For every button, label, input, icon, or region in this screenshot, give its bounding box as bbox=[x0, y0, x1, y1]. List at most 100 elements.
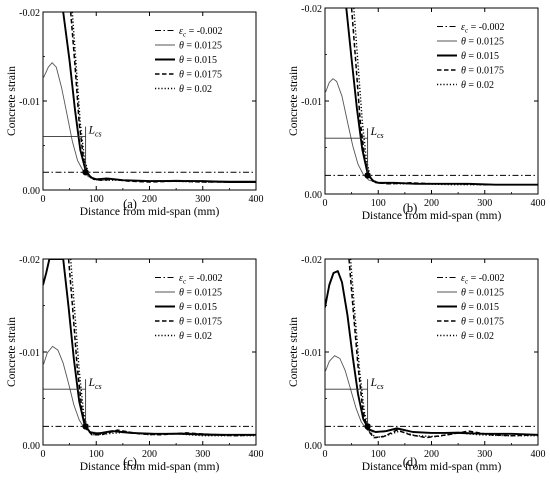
series-line-dotted bbox=[71, 12, 256, 183]
y-axis-label: Concrete strain bbox=[6, 66, 18, 136]
legend-entry: θ = 0.015 bbox=[179, 55, 217, 66]
y-tick-label: -0.01 bbox=[19, 97, 40, 108]
legend-value: = 0.0125 bbox=[184, 288, 222, 299]
series-line-thick bbox=[345, 8, 538, 186]
legend-entry: θ = 0.02 bbox=[179, 331, 212, 342]
series-line-dashed bbox=[350, 8, 538, 186]
legend-entry: εc = -0.002 bbox=[461, 273, 505, 286]
panel-caption: (a) bbox=[123, 197, 137, 211]
x-tick-label: 400 bbox=[249, 449, 264, 460]
x-tick-label: 100 bbox=[89, 449, 104, 460]
legend-entry: θ = 0.0175 bbox=[461, 66, 504, 77]
series-line-dashed bbox=[348, 259, 538, 439]
x-axis-label: Distance from mid-span (mm) bbox=[362, 210, 502, 222]
x-tick-label: 300 bbox=[477, 198, 492, 209]
x-tick-label: 200 bbox=[142, 449, 157, 460]
legend-subscript: c bbox=[465, 27, 469, 35]
y-tick-label: -0.01 bbox=[301, 348, 322, 359]
chart-panel-a: 0 100 200 300 400 0.00 -0.01 -0.02 Distance from… bbox=[6, 8, 264, 218]
series-line-dotted bbox=[70, 259, 256, 437]
series-group bbox=[43, 259, 256, 437]
series-group bbox=[325, 259, 538, 439]
legend-symbol: θ bbox=[461, 317, 466, 328]
lcs-subscript: cs bbox=[377, 382, 384, 391]
lcs-marker bbox=[364, 172, 371, 179]
legend-symbol: θ bbox=[461, 51, 466, 62]
x-tick-label: 0 bbox=[323, 198, 328, 209]
x-tick-label: 100 bbox=[371, 198, 386, 209]
y-axis-label: Concrete strain bbox=[288, 66, 300, 136]
y-tick-label: -0.02 bbox=[301, 4, 322, 15]
plot-frame bbox=[42, 258, 257, 446]
lcs-marker bbox=[364, 423, 371, 430]
legend-symbol: θ bbox=[461, 66, 466, 77]
series-line-dashed bbox=[69, 12, 256, 183]
legend-value: = 0.0125 bbox=[466, 37, 504, 48]
x-tick-label: 300 bbox=[195, 449, 210, 460]
series-line-thick bbox=[62, 12, 256, 183]
legend-subscript: c bbox=[183, 278, 187, 286]
x-tick-label: 300 bbox=[195, 194, 210, 205]
y-tick-label: 0.00 bbox=[305, 190, 323, 201]
y-tick-label: 0.00 bbox=[305, 441, 323, 452]
legend-symbol: θ bbox=[461, 37, 466, 48]
series-line-thin bbox=[43, 62, 256, 182]
legend-symbol: θ bbox=[461, 288, 466, 299]
lcs-marker bbox=[82, 423, 89, 430]
x-tick-label: 100 bbox=[89, 194, 104, 205]
legend-value: = 0.015 bbox=[466, 302, 499, 313]
lcs-symbol: L bbox=[370, 126, 377, 138]
series-line-dotted bbox=[353, 8, 538, 186]
legend-symbol: ε bbox=[461, 22, 465, 33]
legend-entry: θ = 0.02 bbox=[461, 80, 494, 91]
chart-panel-d: 0 100 200 300 400 0.00 -0.01 -0.02 Distance from… bbox=[288, 255, 546, 473]
lcs-subscript: cs bbox=[377, 131, 384, 140]
legend-symbol: θ bbox=[179, 55, 184, 66]
legend-value: = 0.0125 bbox=[466, 288, 504, 299]
x-tick-label: 0 bbox=[41, 194, 46, 205]
x-tick-label: 200 bbox=[142, 194, 157, 205]
legend-symbol: θ bbox=[461, 302, 466, 313]
y-tick-label: -0.01 bbox=[301, 97, 322, 108]
lcs-label: Lcs bbox=[370, 377, 384, 391]
legend-entry: εc = -0.002 bbox=[461, 22, 505, 35]
x-tick-label: 0 bbox=[323, 449, 328, 460]
legend-symbol: θ bbox=[179, 70, 184, 81]
legend-entry: θ = 0.02 bbox=[461, 331, 494, 342]
legend-value: = 0.0175 bbox=[184, 70, 222, 81]
legend-value: = -0.002 bbox=[186, 26, 222, 37]
legend-entry: θ = 0.0125 bbox=[179, 288, 222, 299]
legend-value: = -0.002 bbox=[468, 273, 504, 284]
lcs-label: Lcs bbox=[88, 377, 102, 391]
lcs-marker bbox=[82, 169, 89, 176]
y-tick-label: 0.00 bbox=[23, 441, 41, 452]
chart-panel-c: 0 100 200 300 400 0.00 -0.01 -0.02 Distance from… bbox=[6, 255, 264, 473]
series-group bbox=[325, 8, 538, 186]
legend-entry: θ = 0.0175 bbox=[461, 317, 504, 328]
legend-value: = 0.02 bbox=[184, 84, 212, 95]
legend-symbol: θ bbox=[179, 302, 184, 313]
legend-symbol: θ bbox=[179, 288, 184, 299]
legend-value: = 0.0175 bbox=[466, 66, 504, 77]
x-tick-label: 400 bbox=[249, 194, 264, 205]
legend-value: = 0.015 bbox=[184, 302, 217, 313]
lcs-symbol: L bbox=[88, 125, 95, 137]
legend-entry: θ = 0.0125 bbox=[461, 37, 504, 48]
chart-panel-b: 0 100 200 300 400 0.00 -0.01 -0.02 Distance from… bbox=[288, 4, 546, 222]
panel-caption: (c) bbox=[123, 455, 137, 469]
legend-subscript: c bbox=[465, 278, 469, 286]
series-line-dashed bbox=[67, 259, 256, 437]
lcs-label: Lcs bbox=[370, 126, 384, 140]
legend-subscript: c bbox=[183, 31, 187, 39]
y-axis-label: Concrete strain bbox=[288, 317, 300, 387]
legend-symbol: ε bbox=[179, 273, 183, 284]
legend-symbol: θ bbox=[179, 317, 184, 328]
legend-entry: θ = 0.0125 bbox=[179, 41, 222, 52]
y-tick-label: -0.02 bbox=[19, 255, 40, 266]
x-tick-label: 200 bbox=[424, 198, 439, 209]
legend-symbol: θ bbox=[461, 80, 466, 91]
x-tick-label: 200 bbox=[424, 449, 439, 460]
legend-entry: εc = -0.002 bbox=[179, 273, 223, 286]
y-axis-label: Concrete strain bbox=[6, 317, 18, 387]
